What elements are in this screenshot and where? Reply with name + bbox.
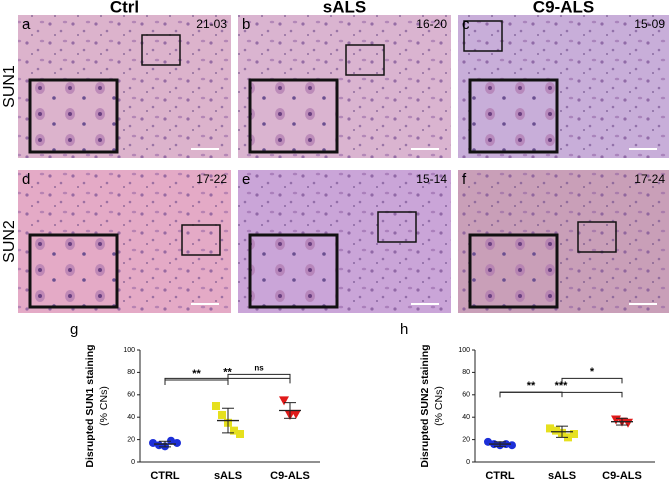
panel-letter: g: [70, 321, 78, 338]
inset-texture: [468, 78, 559, 154]
data-point: [230, 426, 238, 435]
panel-letter: b: [242, 16, 250, 33]
y-tick-label: 20: [462, 436, 470, 443]
column-header: C9-ALS: [533, 0, 594, 16]
data-point: [279, 396, 289, 406]
significance-label: **: [223, 366, 232, 378]
data-point: [173, 438, 181, 447]
significance-bracket: [227, 373, 291, 380]
data-point: [508, 441, 516, 450]
y-tick-label: 80: [127, 369, 135, 376]
y-tick-label: 100: [458, 347, 470, 354]
data-point: [212, 402, 220, 410]
y-tick-label: 60: [462, 392, 470, 399]
zoom-region: [463, 20, 503, 52]
significance-label: ***: [555, 380, 569, 392]
y-axis-label: (% CNs): [433, 386, 445, 426]
column-header: Ctrl: [110, 0, 139, 16]
x-tick-label: sALS: [214, 470, 242, 482]
data-point: [570, 430, 578, 438]
panel-letter: d: [22, 171, 30, 188]
y-tick-label: 100: [123, 347, 135, 354]
data-point: [149, 438, 157, 447]
zoom-region: [345, 44, 385, 76]
significance-label: *: [590, 366, 595, 378]
inset-texture: [248, 78, 339, 154]
sample-id: 16-20: [416, 17, 447, 31]
y-tick-label: 60: [127, 392, 135, 399]
inset-texture: [468, 233, 559, 309]
significance-bracket: [164, 379, 229, 385]
panel-letter: c: [462, 16, 470, 33]
sample-id: 17-22: [196, 172, 227, 186]
column-header: sALS: [323, 0, 366, 16]
y-tick-label: 80: [462, 369, 470, 376]
zoom-region: [181, 224, 221, 256]
data-point: [167, 436, 175, 445]
significance-label: **: [527, 380, 536, 392]
sample-id: 21-03: [196, 17, 227, 31]
inset-texture: [28, 233, 119, 309]
significance-bracket: [561, 377, 623, 384]
y-tick-label: 0: [131, 459, 135, 466]
data-point: [623, 418, 633, 428]
zoom-region: [141, 34, 181, 66]
y-axis-label: Disrupted SUN1 staining: [84, 344, 96, 467]
panel-letter: h: [400, 321, 408, 338]
row-label: SUN2: [1, 220, 18, 263]
y-tick-label: 40: [127, 414, 135, 421]
x-tick-label: CTRL: [485, 470, 515, 482]
zoom-region: [377, 211, 417, 243]
y-axis-label: (% CNs): [98, 386, 110, 426]
y-tick-label: 20: [127, 436, 135, 443]
y-tick-label: 0: [466, 459, 470, 466]
data-point: [552, 426, 560, 435]
significance-bracket: [499, 391, 563, 398]
x-tick-label: CTRL: [150, 470, 180, 482]
inset-texture: [28, 78, 119, 154]
sample-id: 17-24: [634, 172, 665, 186]
panel-letter: e: [242, 171, 250, 188]
y-tick-label: 40: [462, 414, 470, 421]
x-tick-label: C9-ALS: [270, 470, 310, 482]
data-point: [236, 430, 244, 438]
sample-id: 15-09: [634, 17, 665, 31]
sample-id: 15-14: [416, 172, 447, 186]
data-point: [546, 424, 554, 433]
significance-bracket: [499, 391, 623, 398]
significance-label: ns: [254, 364, 264, 373]
significance-bracket: [164, 377, 291, 384]
zoom-region: [577, 221, 617, 253]
y-axis-label: Disrupted SUN2 staining: [419, 344, 431, 467]
row-label: SUN1: [1, 65, 18, 108]
data-point: [218, 410, 226, 419]
panel-letter: f: [462, 171, 467, 188]
data-point: [291, 409, 301, 419]
panel-letter: a: [22, 16, 31, 33]
x-tick-label: C9-ALS: [602, 470, 642, 482]
x-tick-label: sALS: [548, 470, 576, 482]
inset-texture: [248, 233, 339, 309]
significance-label: **: [192, 368, 201, 380]
